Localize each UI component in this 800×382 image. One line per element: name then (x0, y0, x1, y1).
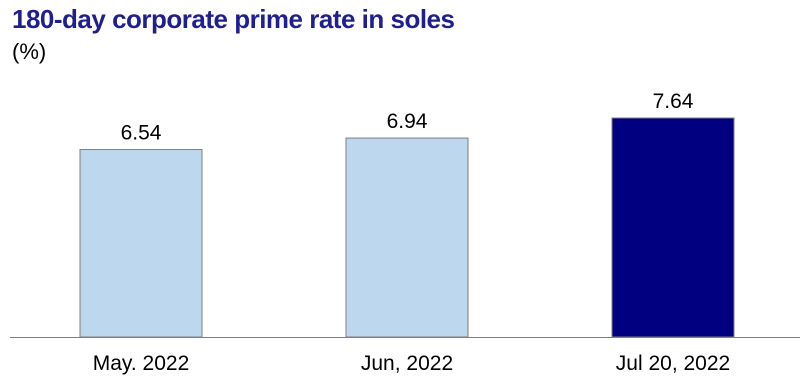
chart-unit-label: (%) (12, 39, 47, 64)
labels-layer: 6.54 May. 2022 6.94 Jun, 2022 7.64 Jul 20, 20… (93, 90, 730, 375)
data-label-3: 7.64 (653, 90, 694, 113)
category-label-3: Jul 20, 2022 (616, 352, 730, 375)
data-label-2: 6.94 (387, 110, 428, 133)
data-label-1: 6.54 (121, 122, 162, 145)
bar-2 (345, 137, 469, 338)
chart-title: 180-day corporate prime rate in soles (12, 4, 455, 34)
category-label-1: May. 2022 (93, 352, 190, 375)
category-label-2: Jun, 2022 (361, 352, 453, 375)
bar-1 (79, 149, 203, 338)
bars-layer (79, 117, 735, 338)
bar-3 (611, 117, 735, 338)
